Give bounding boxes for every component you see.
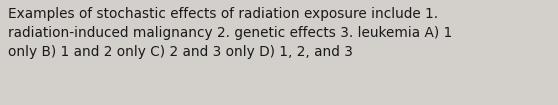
Text: Examples of stochastic effects of radiation exposure include 1.
radiation-induce: Examples of stochastic effects of radiat…: [8, 7, 452, 59]
